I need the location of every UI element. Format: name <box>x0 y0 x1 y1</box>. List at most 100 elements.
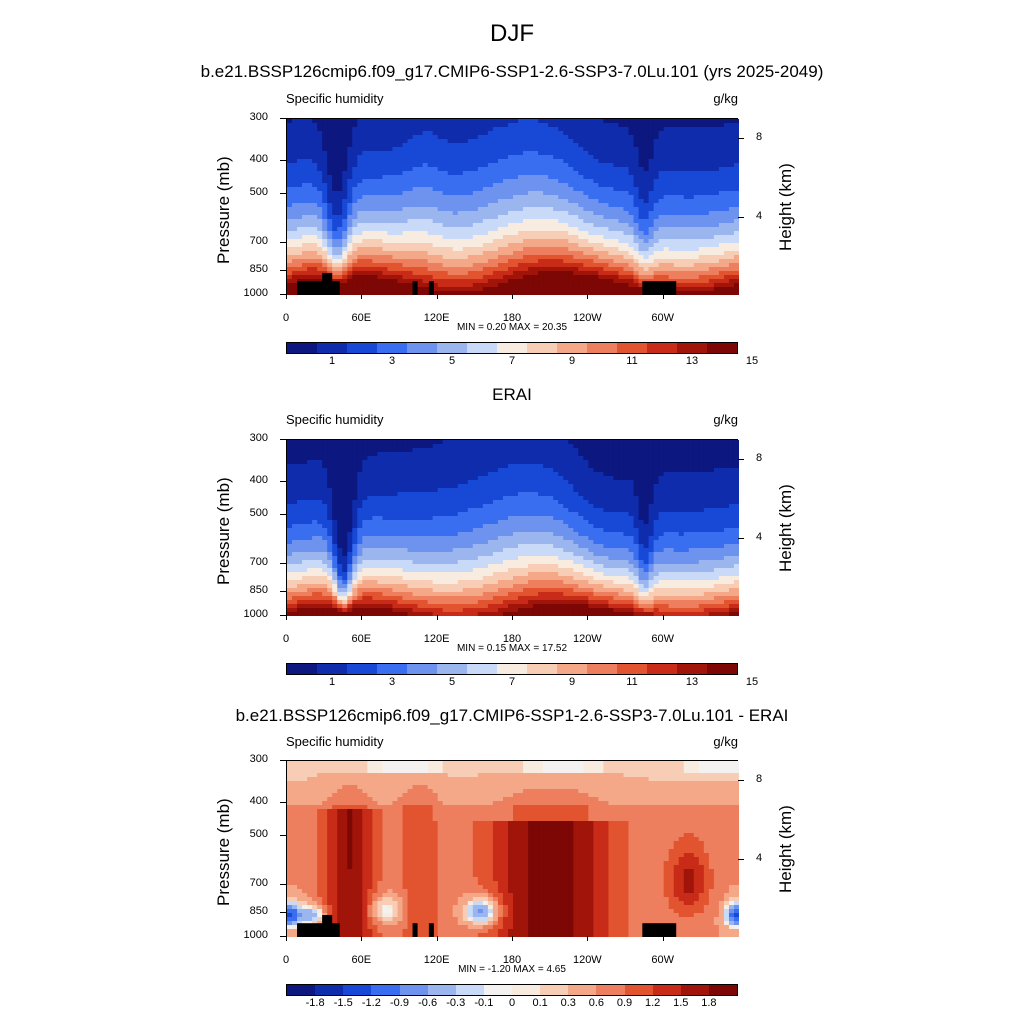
contour-cell <box>467 163 474 168</box>
contour-cell <box>723 227 730 232</box>
contour-cell <box>538 227 544 232</box>
contour-cell <box>708 187 715 192</box>
contour-cell <box>608 223 615 228</box>
contour-cell <box>663 440 670 445</box>
contour-cell <box>583 219 589 224</box>
contour-cell <box>457 179 464 184</box>
contour-cell <box>603 155 610 160</box>
contour-cell <box>553 183 559 188</box>
contour-cell <box>422 179 429 184</box>
contour-cell <box>327 263 333 268</box>
contour-cell <box>477 143 484 148</box>
contour-cell <box>382 464 389 469</box>
contour-cell <box>648 135 655 140</box>
contour-cell <box>307 167 313 172</box>
contour-cell <box>658 167 665 172</box>
contour-cell <box>442 135 449 140</box>
contour-cell <box>347 195 353 200</box>
contour-cell <box>422 464 429 469</box>
contour-cell <box>548 283 554 288</box>
contour-cell <box>412 199 419 204</box>
contour-cell <box>422 143 429 148</box>
contour-cell <box>593 155 599 160</box>
contour-cell <box>407 155 414 160</box>
contour-cell <box>477 283 484 288</box>
contour-cell <box>292 231 298 236</box>
contour-cell <box>663 267 670 272</box>
contour-cell <box>588 191 594 196</box>
contour-cell <box>297 231 303 236</box>
contour-cell <box>377 207 384 212</box>
contour-cell <box>713 452 720 457</box>
contour-cell <box>322 243 328 248</box>
contour-cell <box>447 199 454 204</box>
contour-cell <box>362 243 368 248</box>
contour-cell <box>507 155 514 160</box>
contour-cell <box>317 135 323 140</box>
contour-cell <box>698 243 705 248</box>
contour-cell <box>372 239 378 244</box>
contour-cell <box>462 287 469 292</box>
contour-cell <box>297 460 303 465</box>
contour-cell <box>382 163 389 168</box>
contour-cell <box>698 444 705 449</box>
contour-cell <box>613 211 620 216</box>
contour-cell <box>523 263 529 268</box>
contour-cell <box>588 231 594 236</box>
contour-cell <box>442 175 449 180</box>
contour-cell <box>713 235 720 240</box>
contour-cell <box>618 207 625 212</box>
contour-cell <box>337 452 343 457</box>
contour-cell <box>563 239 569 244</box>
contour-cell <box>472 243 479 248</box>
contour-cell <box>708 247 715 252</box>
contour-cell <box>467 275 474 280</box>
contour-cell <box>583 480 589 485</box>
contour-cell <box>502 183 509 188</box>
contour-cell <box>643 191 650 196</box>
contour-cell <box>658 151 665 156</box>
contour-cell <box>698 227 705 232</box>
contour-cell <box>432 199 439 204</box>
contour-cell <box>372 255 378 260</box>
contour-cell <box>327 135 333 140</box>
contour-cell <box>733 123 739 128</box>
contour-cell <box>678 456 685 461</box>
contour-cell <box>477 255 484 260</box>
contour-cell <box>457 472 464 477</box>
contour-cell <box>472 279 479 284</box>
contour-cell <box>643 123 650 128</box>
contour-cell <box>598 287 604 292</box>
contour-cell <box>533 219 539 224</box>
contour-cell <box>683 171 690 176</box>
contour-cell <box>543 255 549 260</box>
contour-cell <box>362 480 368 485</box>
contour-cell <box>683 151 690 156</box>
contour-cell <box>668 135 675 140</box>
contour-cell <box>472 123 479 128</box>
contour-cell <box>357 155 363 160</box>
contour-cell <box>477 267 484 272</box>
contour-cell <box>347 119 353 124</box>
contour-cell <box>543 195 549 200</box>
contour-cell <box>678 472 685 477</box>
contour-cell <box>352 135 358 140</box>
contour-cell <box>342 207 348 212</box>
contour-cell <box>417 456 424 461</box>
colorbar-swatch <box>587 343 617 353</box>
contour-cell <box>287 151 293 156</box>
contour-cell <box>558 239 564 244</box>
contour-cell <box>462 131 469 136</box>
contour-cell <box>442 259 449 264</box>
contour-cell <box>548 175 554 180</box>
contour-cell <box>708 440 715 445</box>
contour-cell <box>372 151 378 156</box>
contour-cell <box>643 175 650 180</box>
contour-cell <box>447 227 454 232</box>
contour-cell <box>693 291 700 295</box>
contour-cell <box>337 159 343 164</box>
contour-cell <box>287 287 293 292</box>
contour-cell <box>538 167 544 172</box>
contour-cell <box>442 155 449 160</box>
contour-cell <box>407 444 414 449</box>
